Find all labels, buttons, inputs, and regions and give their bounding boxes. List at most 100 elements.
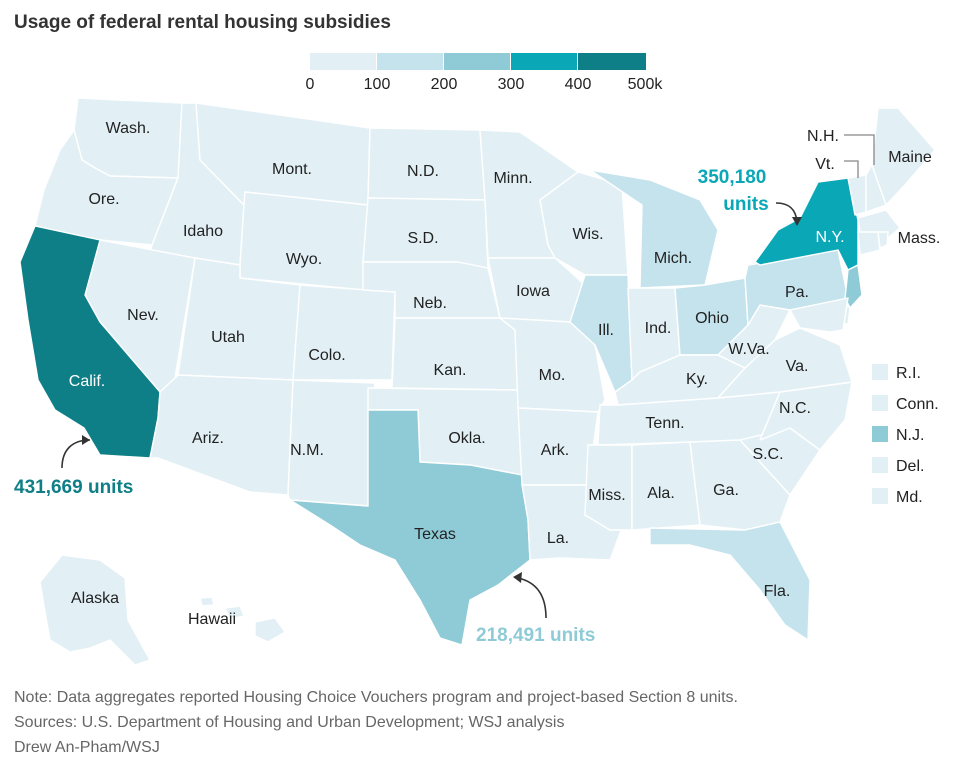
label-oh: Ohio xyxy=(695,310,729,327)
swatch-ct xyxy=(872,395,888,411)
small-state-label: N.J. xyxy=(896,427,924,444)
label-nm: N.M. xyxy=(290,442,324,459)
swatch-de xyxy=(872,457,888,473)
credit: Drew An-Pham/WSJ xyxy=(14,739,160,756)
legend-tick: 200 xyxy=(431,76,458,93)
legend-tick: 100 xyxy=(364,76,391,93)
label-al: Ala. xyxy=(647,485,675,502)
callout-tx: 218,491 units xyxy=(476,625,595,646)
leader-lines xyxy=(844,134,875,178)
callout-ny-line2: units xyxy=(723,194,768,215)
label-tx: Texas xyxy=(414,526,456,543)
swatch-nj xyxy=(872,426,888,442)
state-nj xyxy=(844,264,863,309)
label-ny: N.Y. xyxy=(815,229,844,246)
state-labels: Wash. Ore. Calif. Nev. Idaho Mont. Wyo. … xyxy=(69,120,941,628)
state-tx xyxy=(289,409,531,646)
state-ca xyxy=(19,225,161,459)
swatch-md xyxy=(872,488,888,504)
state-wy xyxy=(239,191,369,291)
state-ri xyxy=(877,231,889,249)
label-sc: S.C. xyxy=(752,446,783,463)
callout-arrowhead-ny xyxy=(792,217,802,226)
legend-tick: 500k xyxy=(628,76,664,93)
label-hi: Hawaii xyxy=(188,611,236,628)
label-nc: N.C. xyxy=(779,400,811,417)
label-la: La. xyxy=(547,530,569,547)
label-pa: Pa. xyxy=(785,284,809,301)
state-co xyxy=(292,284,396,381)
legend-bin-1 xyxy=(377,53,443,70)
label-ia: Iowa xyxy=(516,283,550,300)
state-hi-1 xyxy=(254,617,286,643)
label-ok: Okla. xyxy=(448,430,485,447)
small-states-legend: R.I. Conn. N.J. Del. Md. xyxy=(872,364,939,506)
state-me xyxy=(871,107,936,206)
label-nd: N.D. xyxy=(407,163,439,180)
callout-ca: 431,669 units xyxy=(14,477,133,498)
label-az: Ariz. xyxy=(192,430,224,447)
callout-arrow-ca xyxy=(61,439,91,469)
label-nh: N.H. xyxy=(807,128,839,145)
legend-tick: 400 xyxy=(565,76,592,93)
label-wv: W.Va. xyxy=(728,341,770,358)
label-fl: Fla. xyxy=(764,583,791,600)
legend-bin-3 xyxy=(511,53,577,70)
label-ga: Ga. xyxy=(713,482,739,499)
callout-arrow-tx xyxy=(517,577,547,619)
label-nv: Nev. xyxy=(127,307,159,324)
label-wa: Wash. xyxy=(106,120,151,137)
callout-ny-line1: 350,180 xyxy=(698,167,767,188)
label-ma: Mass. xyxy=(898,230,941,247)
state-ks xyxy=(391,317,519,391)
label-il: Ill. xyxy=(598,322,614,339)
color-legend: 0 100 200 300 400 500k xyxy=(306,53,664,93)
label-ks: Kan. xyxy=(434,362,467,379)
callout-arrowhead-ca xyxy=(82,435,90,445)
label-id: Idaho xyxy=(183,223,223,240)
legend-tick: 0 xyxy=(306,76,315,93)
label-ca: Calif. xyxy=(69,373,105,390)
state-hi-3 xyxy=(199,596,215,607)
label-or: Ore. xyxy=(88,191,119,208)
callouts: 431,669 units 350,180 units 218,491 unit… xyxy=(14,167,802,646)
legend-bin-2 xyxy=(444,53,510,70)
label-mn: Minn. xyxy=(493,170,532,187)
label-co: Colo. xyxy=(308,347,345,364)
legend-bin-4 xyxy=(578,53,646,70)
label-mo: Mo. xyxy=(539,367,566,384)
chart-title: Usage of federal rental housing subsidie… xyxy=(14,12,391,33)
label-mt: Mont. xyxy=(272,161,312,178)
leader-vt xyxy=(844,160,859,178)
state-hi-2 xyxy=(224,605,245,620)
label-tn: Tenn. xyxy=(645,415,684,432)
label-ak: Alaska xyxy=(71,590,119,607)
small-state-label: Conn. xyxy=(896,396,939,413)
sources: Sources: U.S. Department of Housing and … xyxy=(14,714,565,731)
label-vt: Vt. xyxy=(815,156,835,173)
state-ak xyxy=(39,554,151,666)
label-ms: Miss. xyxy=(588,487,625,504)
legend-bin-0 xyxy=(310,53,376,70)
state-md xyxy=(789,297,849,333)
callout-arrowhead-tx xyxy=(513,572,522,583)
state-ny xyxy=(754,177,859,271)
state-ma xyxy=(857,209,901,239)
state-mi xyxy=(589,169,719,289)
label-me: Maine xyxy=(888,149,932,166)
label-va: Va. xyxy=(786,358,809,375)
small-state-label: R.I. xyxy=(896,365,921,382)
footnote: Note: Data aggregates reported Housing C… xyxy=(14,689,738,706)
label-wy: Wyo. xyxy=(286,251,322,268)
state-ms xyxy=(584,444,633,531)
state-ct xyxy=(857,231,881,256)
legend-tick: 300 xyxy=(498,76,525,93)
small-state-label: Del. xyxy=(896,458,924,475)
label-ar: Ark. xyxy=(541,442,569,459)
state-al xyxy=(631,441,701,531)
leader-nh xyxy=(844,134,875,165)
swatch-ri xyxy=(872,364,888,380)
small-state-label: Md. xyxy=(896,489,923,506)
us-map xyxy=(19,97,936,666)
